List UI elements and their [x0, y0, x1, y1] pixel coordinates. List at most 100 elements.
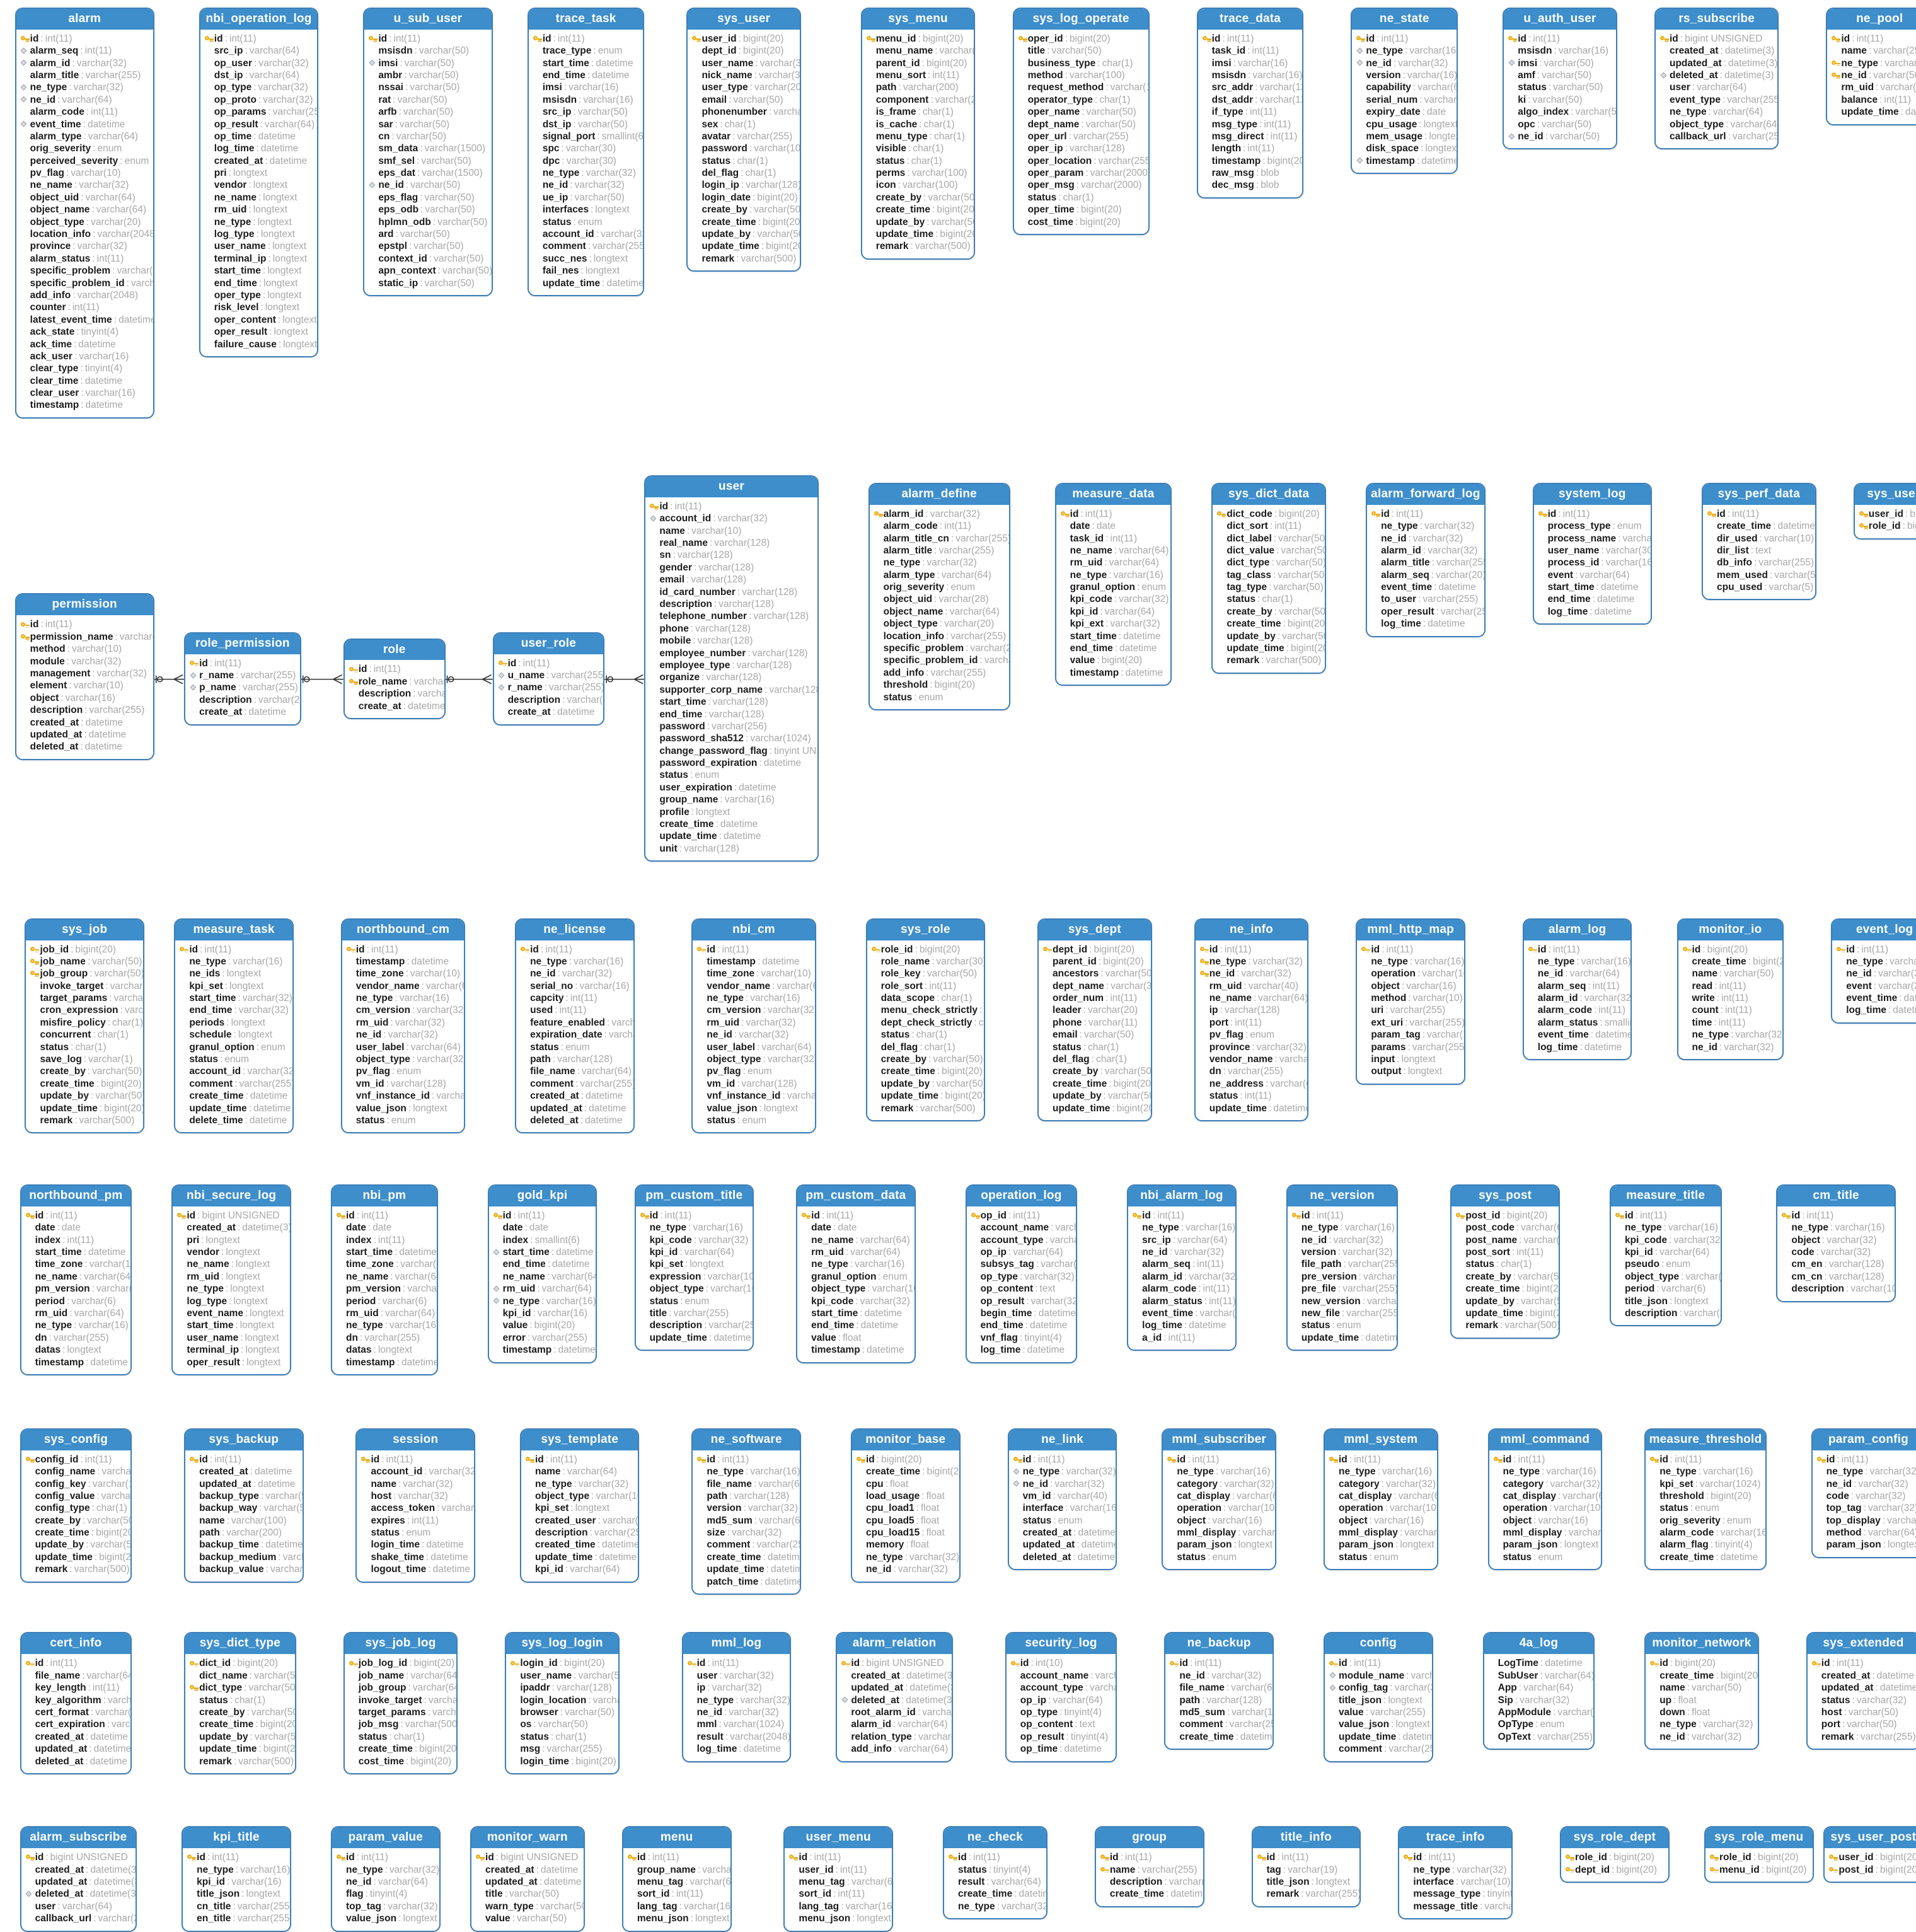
entity-table-measure_data[interactable]: measure_data id: int(11) date: date task_id: i… [1054, 482, 1172, 686]
entity-table-event_log[interactable]: event_logid:int(11)ne_type:varchar(16)ne… [1831, 918, 1916, 1024]
field-name: ip [1209, 1005, 1218, 1016]
entity-table-monitor_base[interactable]: monitor_base id: bigint(20) create_time: big… [851, 1428, 961, 1583]
entity-table-nbi_cm[interactable]: nbi_cm id: int(11) timestamp: datetime time_z… [691, 918, 816, 1134]
entity-table-measure_title[interactable]: measure_title id: int(11) ne_type: varchar(1… [1609, 1184, 1722, 1327]
entity-table-nbi_operation_log[interactable]: nbi_operation_log id: int(11) src_ip: varcha… [199, 7, 319, 357]
entity-table-ne_backup[interactable]: ne_backup id: int(11) ne_id: varchar(32) file… [1164, 1632, 1274, 1750]
entity-table-northbound_pm[interactable]: northbound_pm id: int(11) date: date index: in… [20, 1184, 132, 1375]
entity-table-nbi_pm[interactable]: nbi_pm id: int(11) date: date index: int(11) st… [331, 1184, 438, 1375]
entity-table-menu[interactable]: menuid:int(11)group_name:varchar(64)menu… [621, 1826, 732, 1932]
entity-table-param_config[interactable]: param_config id: int(11) ne_type: varchar(32… [1811, 1428, 1916, 1558]
entity-table-trace_task[interactable]: trace_task id: int(11) trace_type: enum start… [527, 7, 645, 296]
entity-table-trace_data[interactable]: trace_data id: int(11) task_id: int(11) imsi:… [1196, 7, 1304, 199]
entity-table-sys_template[interactable]: sys_template id: int(11) name: varchar(64) ne… [520, 1428, 640, 1583]
entity-table-u_sub_user[interactable]: u_sub_user id: int(11) msisdn: varchar(50) im… [363, 7, 493, 296]
entity-table-operation_log[interactable]: operation_log op_id: int(11) account_name: v… [965, 1184, 1078, 1363]
entity-table-sys_role_dept[interactable]: sys_role_dept role_id: bigint(20) dept_id: b… [1560, 1826, 1670, 1883]
entity-table-u_auth_user[interactable]: u_auth_user id: int(11) msisdn: varchar(16) i… [1503, 7, 1617, 150]
entity-table-sys_post[interactable]: sys_post post_id: bigint(20) post_code: varc… [1450, 1184, 1560, 1339]
entity-table-permission[interactable]: permission id: int(11) permission_name: varc… [14, 593, 154, 760]
entity-table-user_role[interactable]: user_role id: int(11) u_name: varchar(255) r_… [492, 632, 605, 726]
entity-field-row: remark: varchar(500) [1455, 1319, 1559, 1331]
entity-table-role_permission[interactable]: role_permission id: int(11) r_name: varchar(… [184, 632, 301, 726]
entity-table-sys_menu[interactable]: sys_menu menu_id: bigint(20) menu_name: varc… [860, 7, 976, 260]
entity-table-ne_link[interactable]: ne_link id: int(11) ne_type: varchar(32) ne_i… [1007, 1428, 1117, 1571]
entity-table-measure_threshold[interactable]: measure_threshold id: int(11) ne_type: varch… [1644, 1428, 1767, 1571]
entity-table-monitor_warn[interactable]: monitor_warn id: bigint UNSIGNED created_at… [470, 1826, 585, 1932]
entity-table-ne_software[interactable]: ne_software id: int(11) ne_type: varchar(16)… [691, 1428, 802, 1595]
entity-table-cm_title[interactable]: cm_title id: int(11) ne_type: varchar(16) obj… [1776, 1184, 1896, 1302]
entity-table-sys_log_login[interactable]: sys_log_login login_id: bigint(20) user_nam… [505, 1632, 620, 1774]
primary-key-icon [532, 33, 543, 44]
entity-table-security_log[interactable]: security_log id: int(10) account_name: varch… [1005, 1632, 1117, 1762]
entity-table-mml_log[interactable]: mml_log id: int(11) user: varchar(32) ip: varc… [681, 1632, 792, 1762]
field-type: : [400, 57, 403, 69]
field-spacer [176, 1235, 187, 1246]
entity-fields: id: int(11) created_at: datetime updated_at:… [1808, 1654, 1916, 1749]
field-type: : [580, 1114, 584, 1126]
entity-table-alarm_subscribe[interactable]: alarm_subscribe id: bigint UNSIGNED created… [20, 1826, 137, 1932]
entity-table-rs_subscribe[interactable]: rs_subscribe id: bigint UNSIGNED created_at… [1654, 7, 1779, 150]
entity-table-system_log[interactable]: system_log id: int(11) process_type: enum pro… [1532, 482, 1653, 625]
entity-table-session[interactable]: session id: int(11) account_id: varchar(32) n… [355, 1428, 475, 1583]
entity-table-sys_log_operate[interactable]: sys_log_operate oper_id: bigint(20) title: v… [1012, 7, 1150, 236]
entity-table-alarm_define[interactable]: alarm_define alarm_id: varchar(32) alarm_co… [868, 482, 1010, 710]
entity-table-param_value[interactable]: param_value id: int(11) ne_type: varchar(32)… [331, 1826, 441, 1932]
entity-table-sys_dict_data[interactable]: sys_dict_data dict_code: bigint(20) dict_so… [1211, 482, 1326, 674]
entity-table-pm_custom_title[interactable]: pm_custom_title id: int(11) ne_type: varchar… [634, 1184, 754, 1351]
entity-table-mml_system[interactable]: mml_system id: int(11) ne_type: varchar(16) c… [1324, 1428, 1438, 1571]
field-spacer [519, 1054, 530, 1065]
entity-table-sys_backup[interactable]: sys_backup id: int(11) created_at: datetime u… [184, 1428, 304, 1583]
entity-table-user_menu[interactable]: user_menu id: int(11) user_id: int(11) menu_t… [783, 1826, 894, 1932]
entity-table-alarm_relation[interactable]: alarm_relation id: bigint UNSIGNED created_… [836, 1632, 953, 1762]
entity-table-sys_role[interactable]: sys_role role_id: bigint(20) role_name: varc… [865, 918, 986, 1121]
entity-table-config[interactable]: configid:int(11)module_name:varchar(255)… [1324, 1632, 1433, 1762]
entity-table-mml_command[interactable]: mml_command id: int(11) ne_type: varchar(16)… [1487, 1428, 1603, 1571]
entity-table-nbi_secure_log[interactable]: nbi_secure_log id: bigint UNSIGNED created_… [171, 1184, 291, 1375]
entity-table-sys_config[interactable]: sys_config config_id: int(11) config_name: v… [20, 1428, 132, 1583]
entity-field-row: post_code:varchar(64) [1455, 1222, 1559, 1234]
entity-table-mml_http_map[interactable]: mml_http_map id: int(11) ne_type: varchar(16… [1356, 918, 1465, 1085]
entity-table-sys_job[interactable]: sys_job job_id: bigint(20) job_name: varchar… [25, 918, 144, 1134]
entity-table-sys_user[interactable]: sys_user user_id: bigint(20) dept_id: bigint… [686, 7, 802, 272]
field-datatype: varchar(32) [1256, 1041, 1307, 1053]
entity-table-group[interactable]: group id: int(11) name: varchar(255) descript… [1094, 1826, 1204, 1907]
entity-table-sys_dict_type[interactable]: sys_dict_type dict_id: bigint(20) dict_name… [184, 1632, 296, 1774]
entity-table-monitor_io[interactable]: monitor_io id: bigint(20) create_time: bigin… [1676, 918, 1784, 1061]
entity-table-ne_check[interactable]: ne_check id: int(11) status: tinyint(4) resul… [943, 1826, 1047, 1920]
entity-table-sys_dept[interactable]: sys_dept dept_id: bigint(20) parent_id: bigi… [1037, 918, 1152, 1121]
entity-table-4a_log[interactable]: 4a_log LogTime: datetime SubUser: varchar(64… [1482, 1632, 1595, 1750]
entity-fields: id:bigint(20)create_time:bigint(20)name:… [1678, 940, 1782, 1060]
entity-table-ne_version[interactable]: ne_version id: int(11) ne_type: varchar(16) n… [1286, 1184, 1399, 1351]
entity-table-ne_state[interactable]: ne_state id: int(11) ne_type: varchar(16) ne_… [1351, 7, 1458, 175]
entity-table-kpi_title[interactable]: kpi_title id: int(11) ne_type: varchar(16) kp… [182, 1826, 291, 1932]
entity-field-row: msg_direct: int(11) [1201, 130, 1298, 142]
entity-table-cert_info[interactable]: cert_info id: int(11) file_name: varchar(64)… [20, 1632, 132, 1774]
entity-table-sys_user_post[interactable]: sys_user_postuser_id:bigint(20)post_id:b… [1823, 1826, 1916, 1883]
entity-table-title_info[interactable]: title_info id: int(11) tag: varchar(19) title… [1251, 1826, 1361, 1907]
entity-table-gold_kpi[interactable]: gold_kpi id: int(11) date: date index: smallin… [487, 1184, 597, 1363]
entity-table-measure_task[interactable]: measure_task id: int(11) ne_type: varchar(16… [174, 918, 294, 1134]
entity-table-user[interactable]: user id: int(11) account_id: varchar(32) name… [644, 475, 819, 862]
field-datatype: varchar(16) [1720, 1527, 1767, 1539]
entity-table-sys_user_role[interactable]: sys_user_roleuser_id:bigint(20)role_id:b… [1853, 482, 1916, 540]
entity-table-alarm_log[interactable]: alarm_log id: int(11) ne_type: varchar(16) ne… [1522, 918, 1632, 1061]
entity-table-alarm_forward_log[interactable]: alarm_forward_log id: int(11) ne_type: varch… [1366, 482, 1486, 637]
entity-table-role[interactable]: roleid:int(11)role_name:varchar(255)desc… [343, 638, 446, 719]
entity-table-ne_pool[interactable]: ne_poolid:int(11)name:varchar(255)ne_typ… [1826, 7, 1916, 125]
entity-table-monitor_network[interactable]: monitor_network id: bigint(20) create_time:… [1644, 1632, 1759, 1750]
entity-table-pm_custom_data[interactable]: pm_custom_data id: int(11) date: date ne_name… [796, 1184, 916, 1363]
entity-table-sys_perf_data[interactable]: sys_perf_data id: int(11) create_time: datet… [1702, 482, 1816, 601]
entity-table-mml_subscriber[interactable]: mml_subscriber id: int(11) ne_type: varchar(… [1162, 1428, 1276, 1571]
field-name: Sip [1498, 1694, 1513, 1706]
entity-table-nbi_alarm_log[interactable]: nbi_alarm_log id: int(11) ne_type: varchar(1… [1127, 1184, 1237, 1351]
entity-table-sys_extended[interactable]: sys_extended id: int(11) created_at: datetim… [1806, 1632, 1916, 1750]
field-spacer [367, 192, 378, 203]
entity-table-sys_role_menu[interactable]: sys_role_menu role_id: bigint(20) menu_id: b… [1704, 1826, 1814, 1883]
entity-table-trace_info[interactable]: trace_info id: int(11) ne_type: varchar(32) i… [1398, 1826, 1513, 1920]
entity-table-ne_info[interactable]: ne_info id: int(11) ne_type: varchar(32) ne_i… [1194, 918, 1309, 1121]
entity-table-northbound_cm[interactable]: northbound_cm id: int(11) timestamp: datetim… [340, 918, 466, 1134]
entity-table-sys_job_log[interactable]: sys_job_log job_log_id: bigint(20) job_name… [343, 1632, 458, 1774]
entity-table-ne_license[interactable]: ne_license id: int(11) ne_type: varchar(16) n… [515, 918, 635, 1134]
entity-table-alarm[interactable]: alarm id: int(11) alarm_seq: int(11) alarm_id… [14, 7, 154, 419]
